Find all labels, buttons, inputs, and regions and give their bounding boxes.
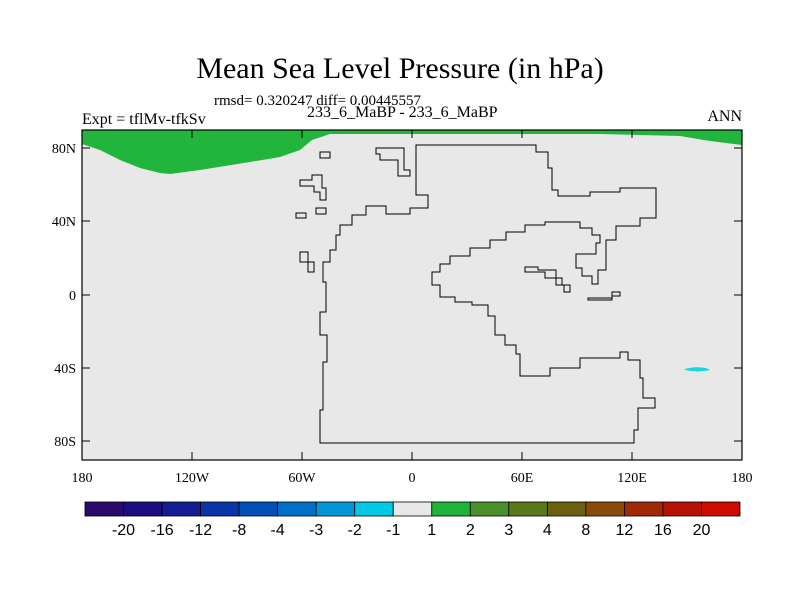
x-tick-label: 60W [288, 471, 316, 486]
x-tick-label: 0 [409, 471, 416, 486]
y-tick-label: 80N [52, 142, 76, 157]
colorbar-swatch [469, 501, 510, 517]
stats-line: rmsd= 0.320247 diff= 0.00445557 [214, 93, 422, 109]
colorbar-label: -16 [150, 522, 173, 539]
negative-anomaly-region [685, 367, 710, 372]
x-tick-label: 120E [617, 471, 647, 486]
y-tick-labels: 80N 40N 0 40S 80S [52, 142, 76, 450]
x-tick-labels: 180 120W 60W 0 60E 120E 180 [72, 471, 753, 486]
colorbar-swatch [431, 501, 471, 517]
colorbar-label: 16 [654, 522, 672, 539]
colorbar-swatch [546, 501, 587, 517]
y-axis-ticks [82, 147, 742, 442]
chart-title: Mean Sea Level Pressure (in hPa) [196, 52, 604, 85]
colorbar-label: -2 [348, 522, 362, 539]
x-tick-label: 120W [175, 471, 210, 486]
colorbar-swatch [662, 501, 702, 517]
colorbar-swatch [624, 501, 664, 517]
colorbar-swatch [200, 501, 240, 517]
positive-anomaly-region [82, 130, 742, 174]
colorbar-label: -4 [271, 522, 285, 539]
colorbar-swatch [392, 501, 433, 517]
colorbar-swatch [315, 501, 356, 517]
colorbar-swatch [508, 501, 548, 517]
colorbar-label: 3 [504, 522, 513, 539]
experiment-label: Expt = tflMv-tfkSv [82, 111, 206, 128]
colorbar-swatch [123, 501, 163, 517]
colorbar-swatch [277, 501, 317, 517]
x-axis-ticks [81, 130, 743, 460]
colorbar-swatch [354, 501, 394, 517]
comparison-label: 233_6_MaBP - 233_6_MaBP [307, 104, 498, 121]
map-background [82, 130, 742, 460]
x-tick-label: 60E [511, 471, 534, 486]
colorbar-swatch [238, 501, 279, 517]
colorbar-swatch [701, 501, 741, 517]
y-tick-label: 80S [54, 435, 76, 450]
colorbar-label: 20 [693, 522, 711, 539]
colorbar-label: 4 [543, 522, 552, 539]
coastlines [295, 144, 657, 444]
colorbar-swatch [84, 501, 124, 517]
colorbar-label: -8 [232, 522, 246, 539]
x-tick-label: 180 [72, 471, 93, 486]
y-tick-label: 0 [69, 289, 76, 304]
colorbar-label: -20 [112, 522, 135, 539]
colorbar-swatch [585, 501, 625, 517]
y-tick-label: 40S [54, 362, 76, 377]
season-label: ANN [707, 108, 742, 125]
colorbar-label: -12 [189, 522, 212, 539]
x-tick-label: 180 [732, 471, 753, 486]
colorbar-label: 12 [616, 522, 634, 539]
colorbar-label: -3 [309, 522, 323, 539]
colorbar: -20 -16 -12 -8 -4 -3 -2 -1 1 2 3 4 8 12 16 20 [84, 501, 741, 539]
colorbar-label: -1 [386, 522, 400, 539]
y-tick-label: 40N [52, 215, 76, 230]
colorbar-label: 8 [581, 522, 590, 539]
colorbar-swatch [161, 501, 201, 517]
colorbar-label: 2 [466, 522, 475, 539]
colorbar-label: 1 [427, 522, 436, 539]
